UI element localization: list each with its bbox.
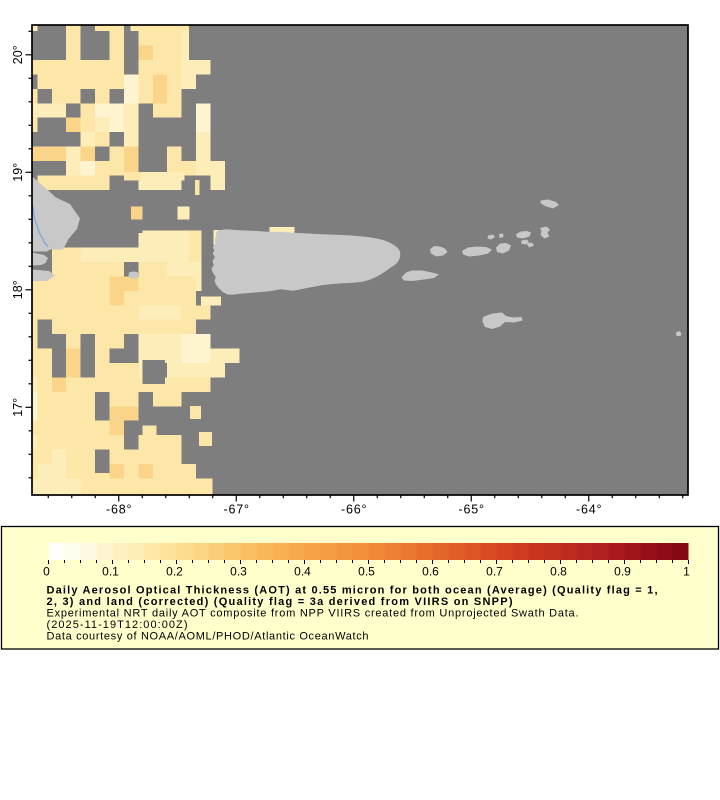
svg-text:0.4: 0.4 [294, 565, 311, 579]
svg-text:0.3: 0.3 [230, 565, 247, 579]
svg-text:-65°: -65° [459, 503, 485, 517]
svg-text:18°: 18° [11, 280, 25, 299]
svg-text:2, 3) and land (corrected) (Qu: 2, 3) and land (corrected) (Quality flag… [47, 596, 513, 608]
svg-text:0.8: 0.8 [550, 565, 567, 579]
svg-text:0.6: 0.6 [422, 565, 439, 579]
svg-text:0: 0 [43, 565, 50, 579]
svg-text:-66°: -66° [341, 503, 367, 517]
svg-text:0.5: 0.5 [358, 565, 375, 579]
svg-text:-64°: -64° [576, 503, 602, 517]
svg-text:20°: 20° [11, 45, 25, 64]
svg-text:-67°: -67° [224, 503, 250, 517]
svg-text:0.9: 0.9 [614, 565, 631, 579]
svg-text:17°: 17° [11, 398, 25, 417]
svg-text:0.1: 0.1 [102, 565, 119, 579]
svg-text:Experimental NRT daily AOT com: Experimental NRT daily AOT composite fro… [47, 608, 579, 620]
svg-text:19°: 19° [11, 163, 25, 182]
svg-text:1: 1 [683, 565, 690, 579]
svg-text:Daily Aerosol Optical Thicknes: Daily Aerosol Optical Thickness (AOT) at… [47, 585, 658, 597]
svg-text:Data courtesy of NOAA/AOML/PHO: Data courtesy of NOAA/AOML/PHOD/Atlantic… [47, 631, 369, 643]
svg-text:0.7: 0.7 [486, 565, 503, 579]
svg-text:-68°: -68° [106, 503, 132, 517]
svg-text:0.2: 0.2 [166, 565, 183, 579]
svg-text:(2025-11-19T12:00:00Z): (2025-11-19T12:00:00Z) [47, 619, 188, 631]
